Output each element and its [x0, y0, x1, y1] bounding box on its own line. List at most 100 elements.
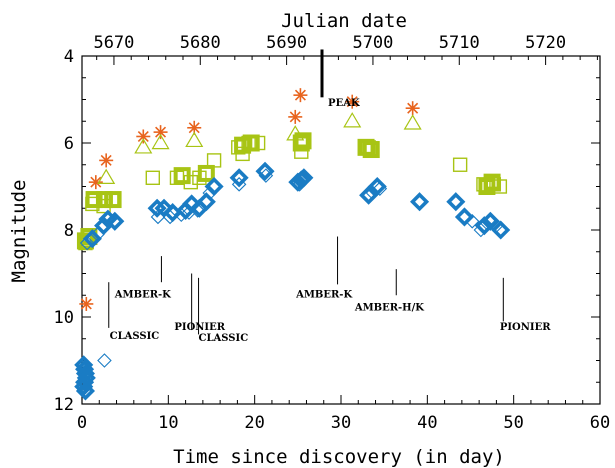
asterisk-point	[79, 296, 94, 311]
asterisk-stroke	[100, 154, 112, 166]
triangle-shape	[185, 131, 204, 148]
diamond-shape	[473, 222, 489, 238]
asterisk-stroke	[289, 111, 301, 123]
square-filled-point	[85, 191, 103, 209]
diamond-shape	[82, 229, 102, 249]
y-tick-label: 12	[54, 395, 74, 415]
diamond-filled-point	[74, 377, 94, 397]
square-filled-point	[95, 191, 113, 209]
diamond-filled-point	[105, 211, 125, 231]
square-shape	[85, 191, 103, 209]
asterisk-point	[293, 88, 308, 103]
asterisk-stroke	[137, 130, 149, 142]
annotation-label: PIONIER	[174, 322, 225, 333]
annotations: PEAKCLASSICAMBER-KPIONIERCLASSICAMBER-KA…	[108, 49, 551, 344]
square-filled-point	[197, 164, 215, 182]
annotation-label: CLASSIC	[199, 333, 249, 344]
asterisk-point	[288, 109, 303, 124]
triangle-open-point	[343, 112, 362, 128]
diamond-shape	[182, 194, 202, 214]
y-tick-label: 6	[64, 134, 74, 154]
square-filled-point	[242, 134, 260, 152]
data-points	[74, 88, 511, 401]
diamond-shape	[491, 220, 511, 240]
diamond-shape	[446, 192, 466, 212]
asterisk-stroke	[90, 176, 102, 188]
diamond-open-point	[174, 207, 189, 223]
diamond-shape	[97, 353, 112, 368]
square-filled-point	[483, 173, 501, 191]
asterisk-stroke	[407, 102, 419, 114]
x-tick-label: 50	[503, 413, 523, 433]
diamond-filled-point	[82, 229, 102, 249]
x-tick-label: 20	[244, 413, 264, 433]
diamond-shape	[154, 198, 174, 218]
asterisk-stroke	[188, 122, 200, 134]
top-tick-label: 5670	[93, 33, 134, 53]
triangle-open-point	[185, 131, 204, 148]
square-shape	[145, 170, 160, 186]
annotation-label: AMBER-K	[114, 289, 171, 300]
y-tick-label: 4	[64, 47, 74, 67]
annotation-label: CLASSIC	[110, 331, 160, 342]
diamond-filled-point	[491, 220, 511, 240]
diamond-filled-point	[75, 381, 95, 401]
x-tick-label: 10	[158, 413, 178, 433]
asterisk-stroke	[346, 96, 358, 108]
diamond-shape	[196, 192, 216, 212]
diamond-filled-point	[154, 198, 174, 218]
diamond-open-point	[97, 353, 112, 368]
asterisk-stroke	[155, 126, 167, 138]
diamond-shape	[255, 161, 275, 181]
square-shape	[197, 164, 215, 182]
diamond-filled-point	[182, 194, 202, 214]
asterisk-point	[88, 175, 103, 190]
diamond-filled-point	[196, 192, 216, 212]
square-shape	[362, 141, 380, 159]
square-open-point	[294, 144, 309, 159]
asterisk-stroke	[294, 89, 306, 101]
diamond-filled-point	[294, 168, 314, 188]
square-filled-point	[362, 141, 380, 159]
triangle-shape	[151, 133, 170, 150]
x-tick-label: 0	[77, 413, 87, 433]
x-axis-title: Time since discovery (in day)	[173, 446, 505, 468]
square-shape	[476, 177, 491, 192]
square-shape	[294, 144, 309, 159]
diamond-shape	[174, 207, 189, 223]
top-tick-label: 5720	[525, 33, 566, 53]
triangle-open-point	[97, 168, 116, 184]
diamond-shape	[75, 381, 95, 401]
y-tick-label: 8	[64, 221, 74, 241]
triangle-shape	[403, 114, 422, 130]
diamond-open-point	[473, 222, 489, 238]
diamond-filled-point	[446, 192, 466, 212]
square-filled-point	[104, 191, 122, 209]
triangle-shape	[343, 112, 362, 128]
diamond-shape	[294, 168, 314, 188]
diamond-filled-point	[367, 176, 387, 197]
triangle-open-point	[134, 138, 153, 154]
asterisk-point	[136, 129, 151, 144]
square-shape	[483, 173, 501, 191]
axis-ticks: 0 10 20 30 40 50 60 4 6 8 10 12 5670 5680 5690 5700 5710…	[54, 33, 611, 433]
y-axis-title: Magnitude	[8, 180, 30, 283]
square-open-point	[452, 157, 468, 172]
square-shape	[95, 191, 113, 209]
diamond-filled-point	[204, 176, 224, 197]
x-tick-label: 40	[417, 413, 437, 433]
diamond-filled-point	[359, 185, 379, 205]
annotation-label: AMBER-H/K	[354, 302, 424, 313]
asterisk-point	[153, 125, 168, 140]
triangle-open-point	[403, 114, 422, 130]
square-open-point	[145, 170, 160, 186]
asterisk-point	[345, 94, 360, 109]
top-tick-label: 5700	[352, 33, 393, 53]
diamond-shape	[74, 377, 94, 397]
diamond-filled-point	[410, 192, 430, 212]
asterisk-point	[405, 101, 420, 116]
x-tick-label: 30	[331, 413, 351, 433]
asterisk-stroke	[80, 298, 92, 310]
diamond-filled-point	[255, 161, 275, 181]
